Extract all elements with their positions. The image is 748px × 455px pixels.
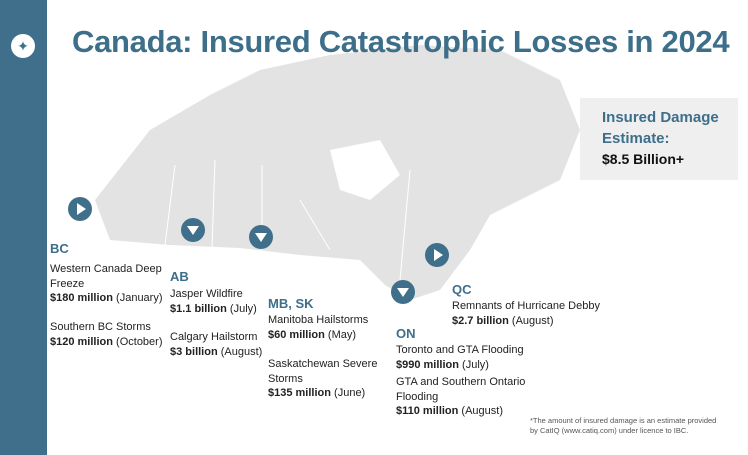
bc-event-1: Western Canada Deep Freeze $180 million (J… — [50, 262, 163, 306]
event-period: (August) — [217, 345, 263, 358]
hudson-bay — [330, 140, 400, 200]
mbsk-event-2: Saskatchewan Severe Storms $135 million (J… — [268, 357, 377, 401]
region-mb-sk: MB, SK — [268, 296, 314, 311]
on-marker-icon[interactable] — [391, 280, 415, 304]
event-name: Southern BC Storms — [50, 321, 151, 333]
event-name: Western Canada Deep — [50, 263, 162, 275]
event-name: Flooding — [396, 390, 439, 403]
page-title: Canada: Insured Catastrophic Losses in 2… — [72, 24, 730, 59]
ab-marker-icon[interactable] — [181, 218, 205, 242]
bc-event-2: Southern BC Storms $120 million (October) — [50, 320, 163, 349]
region-ab: AB — [170, 269, 189, 284]
event-name: Freeze — [50, 277, 85, 290]
bc-play-marker-icon[interactable] — [68, 197, 92, 221]
event-amount: $3 billion — [170, 345, 218, 358]
summary-label-2: Estimate: — [602, 130, 670, 147]
footnote-line: by CatIQ (www.catiq.com) under licence t… — [530, 426, 689, 435]
qc-event-1: Remnants of Hurricane Debby $2.7 billion … — [452, 299, 600, 328]
region-on: ON — [396, 326, 416, 341]
event-amount: $180 million — [50, 292, 113, 304]
event-name: Storms — [268, 372, 303, 385]
on-event-1: Toronto and GTA Flooding $990 million (Ju… — [396, 343, 524, 372]
event-period: (October) — [112, 335, 163, 348]
region-qc: QC — [452, 282, 472, 297]
mbsk-marker-icon[interactable] — [249, 225, 273, 249]
event-period: (July) — [458, 358, 489, 371]
ab-event-1: Jasper Wildfire $1.1 billion (July) — [170, 287, 257, 316]
event-amount: $135 million — [268, 387, 331, 399]
event-period: (August) — [458, 405, 504, 417]
maple-leaf-icon: ✦ — [11, 34, 35, 58]
event-period: (August) — [508, 314, 554, 327]
event-amount: $120 million — [50, 335, 113, 348]
event-name: Saskatchewan Severe — [268, 358, 378, 370]
event-period: (July) — [226, 302, 257, 315]
event-name: Toronto and GTA Flooding — [396, 344, 524, 356]
event-period: (June) — [330, 387, 366, 399]
event-amount: $990 million — [396, 358, 459, 371]
on-event-2: GTA and Southern Ontario Flooding $110 mil… — [396, 375, 525, 419]
region-bc: BC — [50, 241, 69, 256]
footnote-line: *The amount of insured damage is an esti… — [530, 416, 717, 425]
summary-value: $8.5 Billion+ — [602, 151, 685, 167]
sidebar: ✦ — [0, 0, 47, 455]
ab-event-2: Calgary Hailstorm $3 billion (August) — [170, 330, 262, 359]
qc-marker-icon[interactable] — [425, 243, 449, 267]
mbsk-event-1: Manitoba Hailstorms $60 million (May) — [268, 313, 368, 342]
summary-label: Insured Damage — [602, 109, 719, 126]
event-period: (January) — [112, 292, 163, 304]
insured-damage-box: Insured Damage Estimate: $8.5 Billion+ — [580, 98, 738, 180]
event-amount: $2.7 billion — [452, 314, 509, 327]
event-name: Jasper Wildfire — [170, 288, 243, 300]
event-amount: $110 million — [396, 405, 459, 417]
event-name: Remnants of Hurricane Debby — [452, 300, 600, 312]
event-name: GTA and Southern Ontario — [396, 376, 526, 388]
event-amount: $60 million — [268, 328, 325, 341]
event-amount: $1.1 billion — [170, 302, 227, 315]
event-name: Calgary Hailstorm — [170, 331, 258, 343]
footnote: *The amount of insured damage is an esti… — [530, 416, 716, 436]
event-period: (May) — [324, 328, 357, 341]
event-name: Manitoba Hailstorms — [268, 314, 369, 326]
